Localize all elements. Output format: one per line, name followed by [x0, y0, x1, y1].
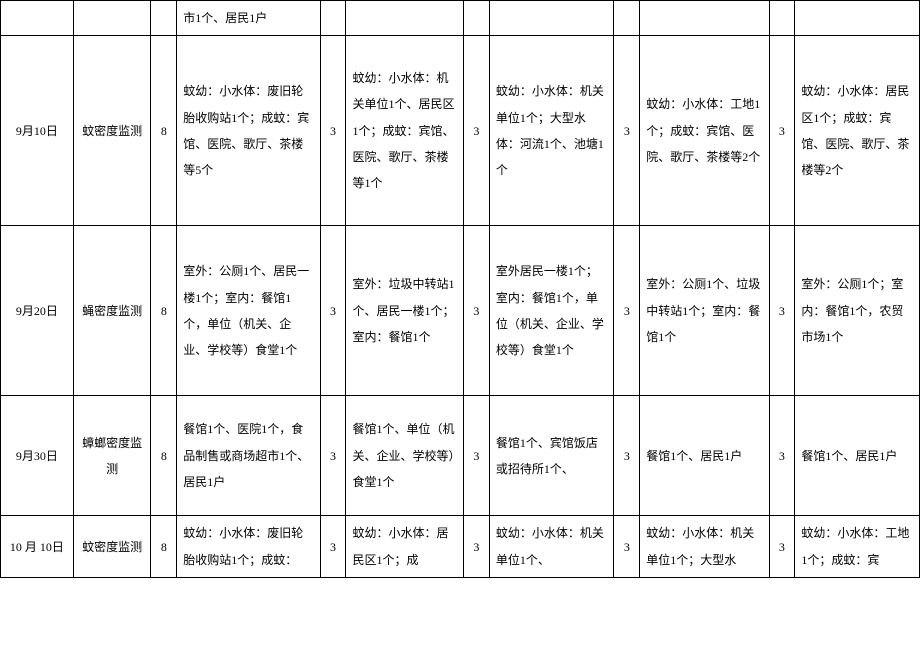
cell-n2 — [320, 1, 346, 36]
cell-desc1: 室外：公厕1个、居民一楼1个；室内：餐馆1个，单位（机关、企业、学校等）食堂1个 — [177, 226, 320, 396]
cell-date: 9月10日 — [1, 36, 74, 226]
cell-n4: 3 — [614, 396, 640, 516]
table-row: 9月10日 蚊密度监测 8 蚊幼：小水体：废旧轮胎收购站1个；成蚊：宾馆、医院、… — [1, 36, 920, 226]
cell-n4 — [614, 1, 640, 36]
cell-n5: 3 — [769, 396, 795, 516]
cell-desc3: 蚊幼：小水体：机关单位1个、 — [489, 516, 614, 578]
cell-desc1: 蚊幼：小水体：废旧轮胎收购站1个；成蚊：宾馆、医院、歌厅、茶楼等5个 — [177, 36, 320, 226]
cell-desc4: 餐馆1个、居民1户 — [640, 396, 769, 516]
cell-n5: 3 — [769, 516, 795, 578]
cell-n4: 3 — [614, 516, 640, 578]
cell-desc4: 蚊幼：小水体：工地1个；成蚊：宾馆、医院、歌厅、茶楼等2个 — [640, 36, 769, 226]
cell-n2: 3 — [320, 36, 346, 226]
table-row: 9月30日 蟑螂密度监测 8 餐馆1个、医院1个，食品制售或商场超市1个、居民1… — [1, 396, 920, 516]
cell-type: 蚊密度监测 — [73, 516, 151, 578]
cell-date: 9月30日 — [1, 396, 74, 516]
cell-n1: 8 — [151, 516, 177, 578]
cell-n2: 3 — [320, 396, 346, 516]
cell-n2: 3 — [320, 226, 346, 396]
cell-n1: 8 — [151, 36, 177, 226]
cell-n1: 8 — [151, 226, 177, 396]
cell-n5: 3 — [769, 36, 795, 226]
cell-desc1: 蚊幼：小水体：废旧轮胎收购站1个；成蚊： — [177, 516, 320, 578]
cell-desc2 — [346, 1, 464, 36]
cell-n3: 3 — [463, 396, 489, 516]
cell-desc3 — [489, 1, 614, 36]
cell-n2: 3 — [320, 516, 346, 578]
cell-n1 — [151, 1, 177, 36]
cell-type: 蝇密度监测 — [73, 226, 151, 396]
cell-desc5: 蚊幼：小水体：工地1个；成蚊：宾 — [795, 516, 920, 578]
cell-desc4 — [640, 1, 769, 36]
cell-desc5: 蚊幼：小水体：居民区1个；成蚊：宾馆、医院、歌厅、茶楼等2个 — [795, 36, 920, 226]
cell-type — [73, 1, 151, 36]
cell-desc3: 餐馆1个、宾馆饭店或招待所1个、 — [489, 396, 614, 516]
cell-desc4: 蚊幼：小水体：机关单位1个；大型水 — [640, 516, 769, 578]
cell-n4: 3 — [614, 226, 640, 396]
density-monitoring-table: 市1个、居民1户 9月10日 蚊密度监测 8 蚊幼：小水体：废旧轮胎收购站1个；… — [0, 0, 920, 578]
cell-n5 — [769, 1, 795, 36]
cell-type: 蟑螂密度监测 — [73, 396, 151, 516]
cell-date: 9月20日 — [1, 226, 74, 396]
table-body: 市1个、居民1户 9月10日 蚊密度监测 8 蚊幼：小水体：废旧轮胎收购站1个；… — [1, 1, 920, 578]
cell-desc2: 蚊幼：小水体：居民区1个；成 — [346, 516, 464, 578]
cell-n1: 8 — [151, 396, 177, 516]
table-row: 市1个、居民1户 — [1, 1, 920, 36]
cell-desc2: 餐馆1个、单位（机关、企业、学校等）食堂1个 — [346, 396, 464, 516]
cell-n4: 3 — [614, 36, 640, 226]
cell-desc1: 餐馆1个、医院1个，食品制售或商场超市1个、居民1户 — [177, 396, 320, 516]
cell-desc1: 市1个、居民1户 — [177, 1, 320, 36]
cell-n3: 3 — [463, 516, 489, 578]
cell-n3: 3 — [463, 36, 489, 226]
table-row: 9月20日 蝇密度监测 8 室外：公厕1个、居民一楼1个；室内：餐馆1个，单位（… — [1, 226, 920, 396]
cell-desc5: 室外：公厕1个；室内：餐馆1个，农贸市场1个 — [795, 226, 920, 396]
cell-desc5: 餐馆1个、居民1户 — [795, 396, 920, 516]
cell-type: 蚊密度监测 — [73, 36, 151, 226]
cell-n5: 3 — [769, 226, 795, 396]
cell-n3 — [463, 1, 489, 36]
cell-desc3: 蚊幼：小水体：机关单位1个；大型水体：河流1个、池塘1个 — [489, 36, 614, 226]
cell-desc4: 室外：公厕1个、垃圾中转站1个；室内：餐馆1个 — [640, 226, 769, 396]
cell-desc2: 蚊幼：小水体：机关单位1个、居民区1个；成蚊：宾馆、医院、歌厅、茶楼等1个 — [346, 36, 464, 226]
cell-date — [1, 1, 74, 36]
cell-desc3: 室外居民一楼1个；室内：餐馆1个，单位（机关、企业、学校等）食堂1个 — [489, 226, 614, 396]
cell-desc2: 室外：垃圾中转站1个、居民一楼1个；室内：餐馆1个 — [346, 226, 464, 396]
cell-desc5 — [795, 1, 920, 36]
cell-date: 10 月 10日 — [1, 516, 74, 578]
cell-n3: 3 — [463, 226, 489, 396]
table-row: 10 月 10日 蚊密度监测 8 蚊幼：小水体：废旧轮胎收购站1个；成蚊： 3 … — [1, 516, 920, 578]
